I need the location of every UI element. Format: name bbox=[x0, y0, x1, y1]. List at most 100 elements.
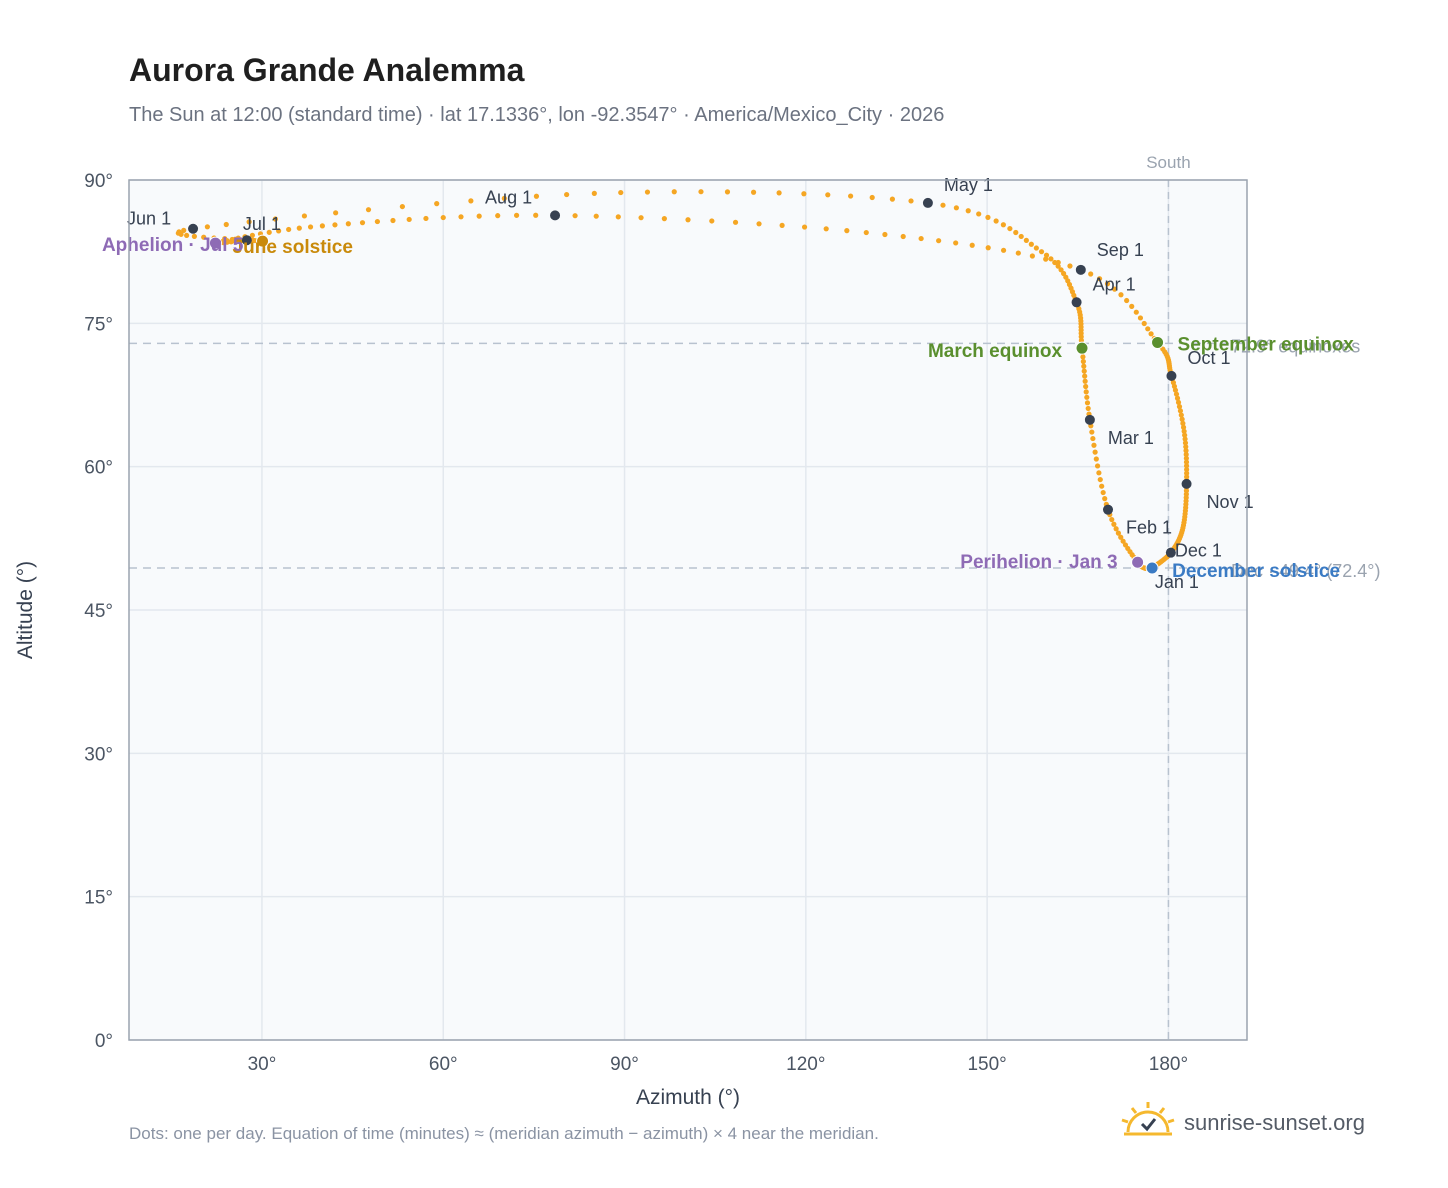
daily-sun-dot bbox=[374, 218, 381, 225]
daily-sun-dot bbox=[965, 208, 971, 214]
daily-sun-dot bbox=[732, 219, 739, 225]
daily-sun-dot bbox=[1176, 404, 1183, 410]
daily-sun-dot bbox=[1091, 442, 1097, 448]
month-label: Sep 1 bbox=[1097, 240, 1144, 260]
daily-sun-dot bbox=[685, 217, 691, 223]
daily-sun-dot bbox=[918, 235, 924, 242]
daily-sun-dot bbox=[1178, 412, 1184, 418]
brand[interactable]: sunrise-sunset.org bbox=[1120, 1100, 1365, 1145]
daily-sun-dot bbox=[1097, 476, 1103, 483]
daily-sun-dot bbox=[1183, 455, 1189, 461]
daily-sun-dot bbox=[1183, 463, 1190, 469]
daily-sun-dot bbox=[296, 225, 302, 231]
month-marker bbox=[1181, 478, 1192, 489]
daily-sun-dot bbox=[1112, 286, 1118, 292]
daily-sun-dot bbox=[869, 194, 875, 201]
month-marker bbox=[1166, 370, 1177, 381]
daily-sun-dot bbox=[1183, 459, 1190, 465]
month-label: Aug 1 bbox=[485, 187, 532, 207]
daily-sun-dot bbox=[1182, 436, 1188, 442]
altitude-reference-label: 72.9° equinoxes bbox=[1231, 336, 1360, 356]
month-marker bbox=[1084, 414, 1095, 425]
daily-sun-dot bbox=[940, 202, 946, 208]
daily-sun-dot bbox=[1181, 428, 1187, 434]
x-axis-label: Azimuth (°) bbox=[636, 1086, 740, 1109]
daily-sun-dot bbox=[1141, 320, 1147, 327]
daily-sun-dot bbox=[1033, 245, 1039, 251]
daily-sun-dot bbox=[953, 240, 959, 246]
daily-sun-dot bbox=[235, 235, 241, 241]
month-label: Oct 1 bbox=[1187, 348, 1230, 368]
daily-sun-dot bbox=[698, 189, 704, 195]
axes: 30° 60° 90° 120° 150° 180° 0° 15° 30° 45° 60° 75° 90… bbox=[84, 171, 1188, 1075]
daily-sun-dot bbox=[1183, 451, 1189, 458]
daily-sun-dot bbox=[1023, 237, 1029, 243]
daily-sun-dot bbox=[1000, 247, 1007, 253]
y-tick-label: 15° bbox=[84, 888, 113, 909]
plot-frame bbox=[128, 179, 1248, 1041]
daily-sun-dot bbox=[985, 245, 991, 251]
daily-sun-dot bbox=[533, 212, 539, 218]
event-marker bbox=[208, 236, 222, 250]
daily-sun-dot bbox=[953, 205, 959, 211]
month-label: Jan 1 bbox=[1155, 572, 1199, 592]
month-marker bbox=[1071, 297, 1082, 308]
daily-sun-dot bbox=[564, 191, 570, 198]
daily-sun-dot bbox=[229, 236, 235, 243]
daily-sun-dot bbox=[1115, 530, 1122, 536]
daily-sun-dot bbox=[724, 189, 731, 195]
y-axis-label: Altitude (°) bbox=[14, 561, 37, 659]
daily-sun-dot bbox=[406, 216, 412, 223]
y-tick-label: 0° bbox=[95, 1031, 113, 1052]
daily-sun-dot bbox=[1007, 225, 1013, 232]
daily-sun-dot bbox=[801, 191, 807, 197]
daily-sun-dot bbox=[661, 216, 667, 222]
daily-sun-dot bbox=[458, 214, 464, 220]
daily-sun-dot bbox=[1120, 538, 1126, 544]
x-tick-label: 60° bbox=[429, 1054, 458, 1075]
daily-sun-dot bbox=[1129, 303, 1135, 309]
daily-sun-dot bbox=[1092, 449, 1098, 455]
daily-sun-dot bbox=[985, 214, 991, 220]
daily-sun-dot bbox=[1029, 253, 1035, 259]
daily-sun-dot bbox=[333, 210, 339, 216]
daily-sun-dot bbox=[249, 232, 255, 238]
daily-sun-dot bbox=[709, 218, 715, 224]
daily-sun-dot bbox=[1084, 394, 1090, 400]
daily-sun-dot bbox=[1084, 400, 1091, 406]
x-tick-label: 30° bbox=[248, 1054, 277, 1075]
daily-sun-dot bbox=[882, 231, 888, 238]
daily-sun-dot bbox=[756, 221, 762, 227]
month-label: Jun 1 bbox=[127, 209, 171, 229]
daily-sun-dot bbox=[1118, 292, 1124, 298]
daily-sun-dot bbox=[501, 195, 507, 201]
daily-sun-dot bbox=[1172, 387, 1179, 393]
month-marker bbox=[550, 210, 561, 221]
y-tick-label: 45° bbox=[84, 601, 113, 622]
x-tick-label: 180° bbox=[1149, 1054, 1188, 1075]
daily-sun-dot bbox=[1090, 435, 1096, 442]
sun-check-icon bbox=[1120, 1100, 1176, 1145]
daily-sun-dot bbox=[1113, 526, 1119, 532]
daily-sun-dot bbox=[801, 224, 808, 230]
daily-sun-dot bbox=[178, 231, 184, 237]
daily-sun-dot bbox=[1082, 373, 1088, 379]
daily-sun-dot bbox=[495, 213, 501, 219]
daily-sun-dot bbox=[1118, 534, 1124, 540]
month-marker bbox=[188, 223, 199, 234]
daily-sun-dot bbox=[1102, 496, 1108, 502]
month-marker bbox=[922, 197, 933, 208]
daily-sun-dot bbox=[1111, 521, 1117, 527]
daily-sun-dot bbox=[1182, 432, 1188, 438]
daily-sun-dot bbox=[1043, 256, 1049, 262]
daily-sun-dot bbox=[572, 213, 578, 219]
event-marker bbox=[256, 234, 270, 248]
daily-sun-dot bbox=[823, 226, 829, 232]
brand-name[interactable]: sunrise-sunset.org bbox=[1184, 1109, 1365, 1135]
daily-sun-dot bbox=[1081, 368, 1087, 374]
reference-lines: South 72.9° equinoxes Dec · 49.4° (72.4°) bbox=[129, 153, 1380, 1040]
daily-sun-dot bbox=[272, 216, 278, 222]
daily-sun-dot bbox=[638, 215, 644, 221]
daily-sun-dot bbox=[1180, 424, 1187, 430]
